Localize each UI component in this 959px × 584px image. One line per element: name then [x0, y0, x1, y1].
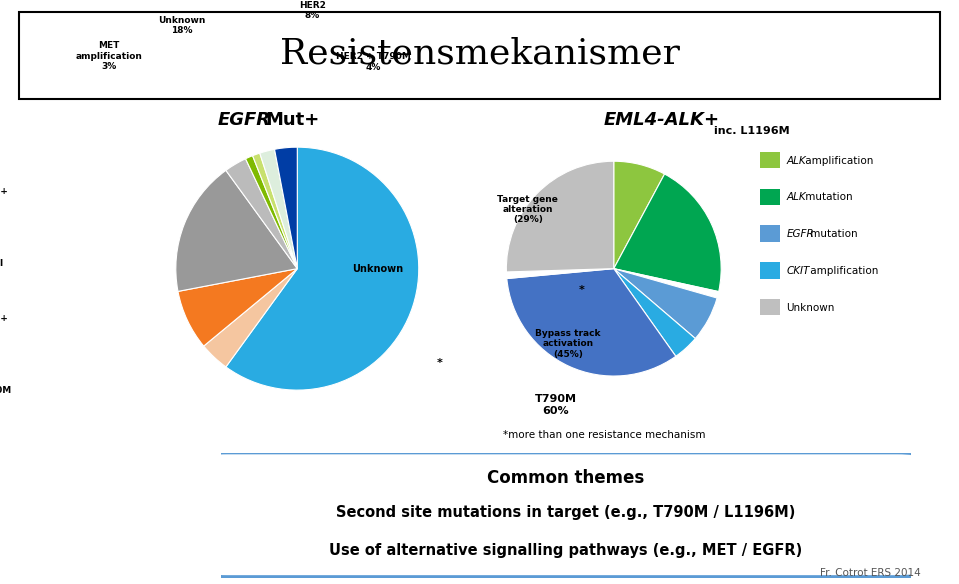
Text: MET+ T790M
3%: MET+ T790M 3%	[0, 387, 12, 406]
Text: Small cell +
MET
1%: Small cell + MET 1%	[0, 187, 9, 217]
Text: Common themes: Common themes	[487, 469, 644, 486]
Text: T790M
60%: T790M 60%	[534, 395, 576, 416]
Wedge shape	[614, 269, 717, 339]
Wedge shape	[506, 269, 676, 376]
Text: *more than one resistance mechanism: *more than one resistance mechanism	[503, 430, 706, 440]
Wedge shape	[506, 161, 614, 272]
Text: *: *	[578, 285, 584, 295]
Text: Mut+: Mut+	[266, 111, 319, 128]
Text: Resistensmekanismer: Resistensmekanismer	[280, 37, 679, 71]
Text: CKIT: CKIT	[786, 266, 809, 276]
Text: amplification: amplification	[803, 155, 874, 166]
Wedge shape	[274, 147, 297, 269]
Wedge shape	[226, 159, 297, 269]
Text: mutation: mutation	[807, 229, 858, 239]
Text: ALK: ALK	[786, 155, 806, 166]
Wedge shape	[252, 153, 297, 269]
Wedge shape	[506, 269, 614, 279]
Text: Unknown: Unknown	[786, 303, 834, 313]
Wedge shape	[614, 174, 721, 291]
Text: EGFR: EGFR	[786, 229, 814, 239]
Text: MET
amplification
3%: MET amplification 3%	[76, 41, 143, 71]
Text: Unknown: Unknown	[352, 263, 403, 274]
Wedge shape	[614, 269, 695, 356]
Wedge shape	[178, 269, 297, 346]
Wedge shape	[226, 147, 419, 390]
Text: Small cell
1%: Small cell 1%	[0, 259, 3, 279]
Text: EGFR: EGFR	[218, 111, 271, 128]
Text: Bypass track
activation
(45%): Bypass track activation (45%)	[535, 329, 601, 359]
Wedge shape	[614, 161, 665, 269]
Text: amplification: amplification	[807, 266, 878, 276]
Wedge shape	[175, 171, 297, 291]
Text: inc. L1196M: inc. L1196M	[714, 126, 790, 137]
Text: Fr. Cotrot ERS 2014: Fr. Cotrot ERS 2014	[820, 568, 921, 578]
Wedge shape	[246, 156, 297, 269]
Text: Second site mutations in target (e.g., T790M / L1196M): Second site mutations in target (e.g., T…	[336, 505, 796, 520]
Wedge shape	[260, 150, 297, 269]
Text: Small cell +
T790M
2%: Small cell + T790M 2%	[0, 314, 9, 345]
Text: Target gene
alteration
(29%): Target gene alteration (29%)	[498, 194, 558, 224]
Text: HER2
8%: HER2 8%	[299, 1, 326, 20]
Wedge shape	[614, 269, 718, 298]
Text: Unknown
18%: Unknown 18%	[158, 16, 205, 36]
Text: EML4-ALK+: EML4-ALK+	[603, 111, 720, 128]
Text: HER2 + T790M
4%: HER2 + T790M 4%	[336, 53, 410, 72]
FancyBboxPatch shape	[207, 453, 918, 577]
Text: mutation: mutation	[803, 192, 853, 203]
Text: ALK: ALK	[786, 192, 806, 203]
Wedge shape	[203, 269, 297, 367]
Text: Use of alternative signalling pathways (e.g., MET / EGFR): Use of alternative signalling pathways (…	[329, 543, 803, 558]
FancyBboxPatch shape	[19, 12, 940, 99]
Text: *: *	[436, 357, 442, 367]
